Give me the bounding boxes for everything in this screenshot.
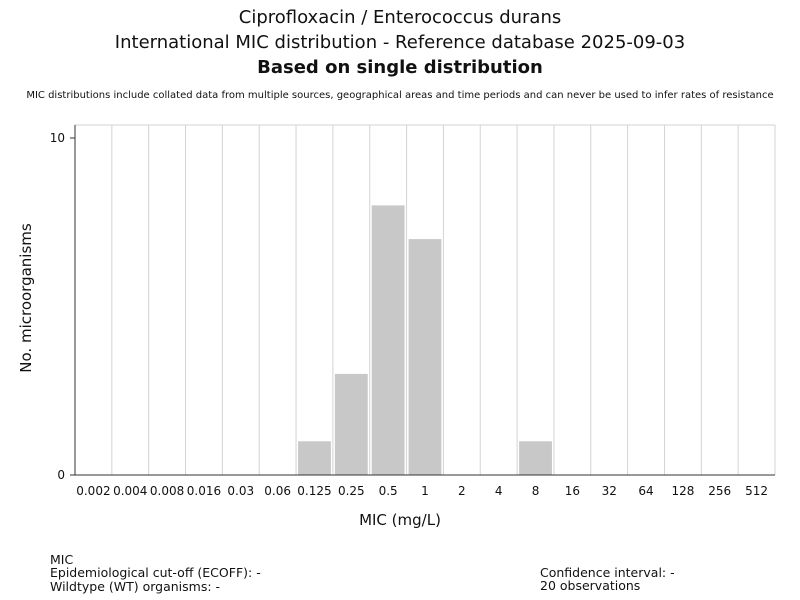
x-tick-label: 0.25 [338, 484, 365, 498]
x-tick-label: 0.008 [150, 484, 184, 498]
axes-layer: 0 10 0.002 0.004 0.008 0.016 0.03 0.06 0.125 0.25… [50, 125, 775, 498]
x-tick-label: 32 [602, 484, 617, 498]
x-tick-label: 0.016 [187, 484, 221, 498]
bar-mic-0.25 [334, 373, 368, 475]
chart-subtitle: International MIC distribution - Referen… [114, 32, 686, 53]
bar-mic-0.125 [298, 441, 331, 475]
x-tick-label: 0.002 [76, 484, 110, 498]
x-tick-label: 8 [532, 484, 540, 498]
x-tick-label: 0.004 [113, 484, 147, 498]
bars-layer [298, 205, 552, 475]
wildtype-label: Wildtype (WT) organisms: - [50, 579, 221, 594]
x-tick-label: 0.125 [297, 484, 331, 498]
x-tick-label: 16 [565, 484, 580, 498]
y-axis-title: No. microorganisms [17, 223, 35, 373]
x-tick-label: 64 [638, 484, 653, 498]
x-axis-title: MIC (mg/L) [359, 511, 441, 529]
chart-distribution-type: Based on single distribution [257, 57, 543, 78]
bar-mic-8 [519, 441, 552, 475]
bar-mic-0.5 [371, 205, 405, 475]
x-tick-label: 0.06 [264, 484, 291, 498]
x-tick-label: 2 [458, 484, 466, 498]
observations-count: 20 observations [540, 578, 641, 593]
x-tick-label: 128 [671, 484, 694, 498]
grid-layer [75, 124, 776, 475]
y-tick-label: 0 [57, 468, 65, 482]
confidence-interval-label: Confidence interval: - [540, 565, 675, 580]
x-tick-label: 0.5 [379, 484, 398, 498]
bar-mic-1 [408, 239, 442, 475]
x-tick-label: 4 [495, 484, 503, 498]
mic-label: MIC [50, 552, 74, 567]
disclaimer-text: MIC distributions include collated data … [26, 90, 774, 101]
x-tick-label: 512 [745, 484, 768, 498]
x-tick-label: 256 [708, 484, 731, 498]
ecoff-label: Epidemiological cut-off (ECOFF): - [50, 565, 261, 580]
chart-title: Ciprofloxacin / Enterococcus durans [238, 7, 562, 28]
x-tick-label: 0.03 [227, 484, 254, 498]
x-tick-label: 1 [421, 484, 429, 498]
y-tick-label: 10 [50, 131, 65, 145]
